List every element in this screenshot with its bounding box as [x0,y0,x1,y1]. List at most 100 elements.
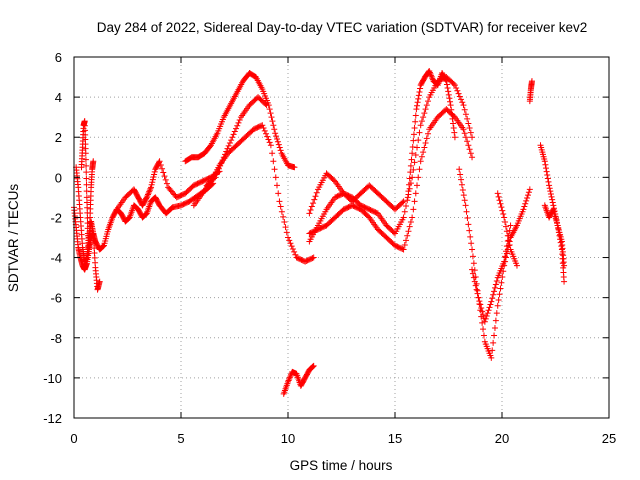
data-point [447,102,454,109]
data-point [558,243,565,250]
data-point [281,219,288,226]
data-point [502,253,509,260]
data-point [83,199,90,206]
data-point [271,126,278,133]
data-point [492,317,499,324]
data-point [456,93,463,100]
data-point [286,374,293,381]
x-axis-label: GPS time / hours [290,458,393,473]
data-point [289,245,296,252]
data-point [211,175,218,182]
data-point [468,240,475,247]
data-point [310,254,317,261]
data-point [267,110,274,117]
data-point [415,174,422,181]
data-point [313,189,320,196]
data-point [409,150,416,157]
data-point [148,184,155,191]
data-point [412,112,419,119]
data-point [415,137,422,144]
data-point [83,169,90,176]
data-point [543,168,550,175]
data-point [460,102,467,109]
data-point [458,96,465,103]
data-point [409,214,416,221]
data-point [406,223,413,230]
data-point [478,304,485,311]
data-point [286,376,293,383]
y-tick-label: 2 [55,130,62,145]
data-point [151,168,158,175]
data-point [421,144,428,151]
data-point [407,219,414,226]
series-arc-g [203,94,270,189]
data-point [213,171,220,178]
data-point [469,266,476,273]
data-point [312,193,319,200]
data-point [414,99,421,106]
data-point [525,189,532,196]
data-point [555,229,562,236]
x-tick-label: 10 [281,431,295,446]
data-point [461,197,468,204]
data-point [458,181,465,188]
data-point [146,187,153,194]
data-point [404,197,411,204]
data-point [262,130,269,137]
data-point [491,284,498,291]
data-point [82,150,89,157]
data-point [486,304,493,311]
data-point [484,310,491,317]
data-point [477,301,484,308]
data-point [96,278,103,285]
data-point [214,168,221,175]
data-point [219,157,226,164]
data-point [423,135,430,142]
data-point [467,150,474,157]
data-point [411,159,418,166]
data-point [143,195,150,202]
data-point [414,102,421,109]
data-point [451,82,458,89]
data-point [504,237,511,244]
data-point [160,169,167,176]
x-tick-label: 15 [388,431,402,446]
data-point [84,204,91,211]
data-point [469,134,476,141]
data-point [474,290,481,297]
data-point [401,241,408,248]
data-point [144,191,151,198]
data-point [427,70,434,77]
data-point [428,73,435,80]
data-point [412,151,419,158]
data-point [272,130,279,137]
data-point [494,302,501,309]
data-point [506,227,513,234]
data-point [278,208,285,215]
data-point [523,197,530,204]
data-point [234,122,241,129]
data-point [501,214,508,221]
data-point [546,182,553,189]
data-point [472,282,479,289]
data-point [466,146,473,153]
data-point [543,165,550,172]
data-point [479,308,486,315]
data-point [513,262,520,269]
data-point [451,129,458,136]
data-point [236,117,243,124]
data-point [521,203,528,210]
data-point [507,222,514,229]
y-tick-label: -2 [50,210,62,225]
data-point [544,172,551,179]
data-point [222,151,229,158]
data-point [90,158,97,165]
data-point [400,214,407,221]
series-arc-p [526,78,535,105]
data-point [409,143,416,150]
data-point [270,158,277,165]
data-point [149,179,156,186]
data-point [224,145,231,152]
data-point [448,106,455,113]
data-point [502,254,509,261]
